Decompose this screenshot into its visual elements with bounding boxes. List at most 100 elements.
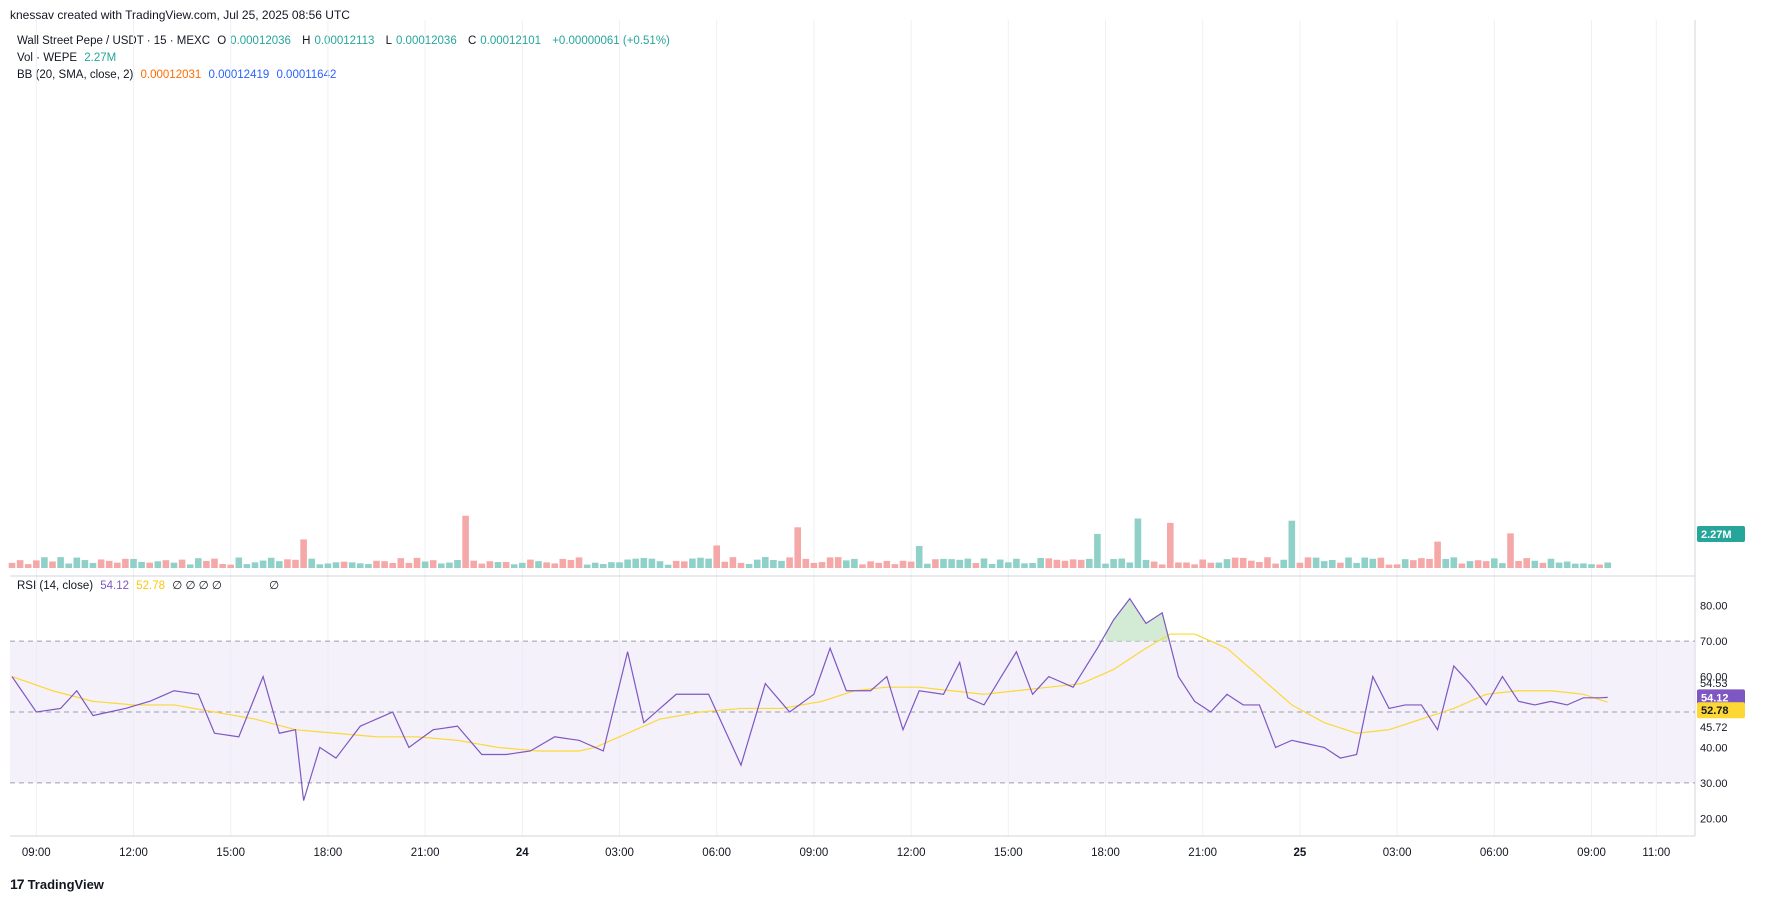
volume-bar xyxy=(1304,557,1312,568)
volume-bar xyxy=(97,559,105,568)
volume-bar xyxy=(308,558,315,568)
volume-bar xyxy=(551,563,558,568)
volume-bar xyxy=(1418,558,1425,568)
volume-bar xyxy=(543,562,550,568)
volume-bar xyxy=(770,559,777,568)
symbol-title[interactable]: Wall Street Pepe / USDT · 15 · MEXC xyxy=(17,35,211,47)
volume-bar xyxy=(57,557,64,568)
volume-bar xyxy=(186,564,194,568)
volume-bar xyxy=(672,560,680,568)
volume-bar xyxy=(753,559,761,568)
symbol-legend: Wall Street Pepe / USDT · 15 · MEXC O 0.0… xyxy=(17,35,674,47)
volume-bar xyxy=(1361,557,1368,568)
rsi-value-text: 45.72 xyxy=(1700,722,1728,734)
volume-bar xyxy=(1102,563,1109,568)
rsi-value-tag xyxy=(1697,702,1745,719)
volume-bar xyxy=(486,561,494,568)
ohlc-low: L 0.00012036 xyxy=(385,35,457,47)
volume-bar xyxy=(446,562,453,568)
tradingview-logo-icon: 17 xyxy=(10,876,25,892)
volume-bar xyxy=(843,560,850,568)
volume-bar xyxy=(33,560,40,568)
volume-bar xyxy=(1466,561,1474,568)
volume-bar xyxy=(794,527,801,568)
volume-bar xyxy=(243,564,251,568)
volume-bar xyxy=(1134,518,1142,568)
volume-bar xyxy=(1029,562,1036,568)
volume-bar xyxy=(1142,559,1150,568)
volume-bar xyxy=(462,515,469,568)
volume-bar xyxy=(664,564,672,568)
time-tick-label: 25 xyxy=(1294,847,1307,859)
volume-bar xyxy=(1385,564,1393,568)
volume-bar xyxy=(16,560,24,568)
volume-bar xyxy=(146,562,153,568)
volume-bar xyxy=(1094,533,1101,568)
volume-bar xyxy=(640,558,648,568)
rsi-tick-label: 70.00 xyxy=(1700,636,1728,648)
volume-bar xyxy=(1604,562,1611,568)
volume-bar xyxy=(235,557,243,568)
volume-legend: Vol · WEPE 2.27M xyxy=(17,52,120,64)
volume-bar xyxy=(421,561,429,568)
volume-bar xyxy=(494,562,502,568)
volume-bar xyxy=(567,559,575,568)
bb-title[interactable]: BB (20, SMA, close, 2) xyxy=(17,69,134,81)
rsi-empty-value2: ∅ xyxy=(269,580,280,592)
volume-title[interactable]: Vol · WEPE xyxy=(17,52,78,64)
volume-bar xyxy=(1329,560,1336,568)
volume-bar xyxy=(41,557,48,568)
chart-canvas[interactable]: 0.000135000.000130000.000125000.00012000… xyxy=(0,0,1790,870)
volume-bar xyxy=(1207,562,1215,568)
volume-bar xyxy=(1215,562,1223,568)
time-tick-label: 21:00 xyxy=(1188,847,1217,859)
volume-bar xyxy=(729,557,737,568)
time-tick-label: 09:00 xyxy=(22,847,51,859)
volume-bar xyxy=(810,562,818,568)
volume-bar xyxy=(211,558,218,568)
time-tick-label: 03:00 xyxy=(605,847,634,859)
volume-bar xyxy=(907,561,915,568)
volume-bar xyxy=(883,560,891,568)
volume-bar xyxy=(1183,562,1190,568)
volume-bar xyxy=(130,558,137,568)
volume-bar xyxy=(1158,564,1166,568)
volume-bar xyxy=(195,558,202,568)
volume-bar xyxy=(648,558,656,568)
volume-bar xyxy=(292,559,299,568)
time-tick-label: 12:00 xyxy=(119,847,148,859)
volume-bar xyxy=(1223,559,1231,568)
volume-bar xyxy=(964,558,972,568)
volume-bar xyxy=(438,563,445,568)
volume-bar xyxy=(1005,562,1012,568)
volume-bar xyxy=(1442,558,1449,568)
rsi-value-tag xyxy=(1697,689,1745,706)
volume-bar xyxy=(1588,564,1595,568)
volume-bar xyxy=(956,559,963,568)
volume-bar xyxy=(502,562,510,568)
volume-bar xyxy=(940,558,947,568)
volume-bar xyxy=(81,560,89,568)
volume-bar xyxy=(1426,558,1433,568)
footer-brand[interactable]: 17 TradingView xyxy=(10,876,104,892)
volume-bar xyxy=(1515,560,1522,568)
volume-bar xyxy=(600,564,607,568)
volume-value: 2.27M xyxy=(84,52,117,64)
volume-bar xyxy=(1410,560,1417,568)
volume-bar xyxy=(1320,561,1328,568)
rsi-value-text: 54.12 xyxy=(1701,692,1729,704)
volume-bar xyxy=(802,558,810,568)
rsi-value-text: 52.78 xyxy=(1701,705,1729,717)
volume-bar xyxy=(1045,558,1053,568)
volume-bar xyxy=(1069,559,1077,568)
time-tick-label: 06:00 xyxy=(702,847,731,859)
volume-bar xyxy=(340,561,348,568)
bb-basis-value: 0.00012031 xyxy=(140,69,202,81)
volume-bar xyxy=(1450,557,1458,568)
volume-bar xyxy=(1053,559,1061,568)
rsi-ma-line xyxy=(11,633,1608,752)
volume-bar xyxy=(178,559,186,568)
volume-bar xyxy=(697,557,704,568)
time-tick-label: 24 xyxy=(516,847,529,859)
rsi-tick-label: 30.00 xyxy=(1700,778,1728,790)
